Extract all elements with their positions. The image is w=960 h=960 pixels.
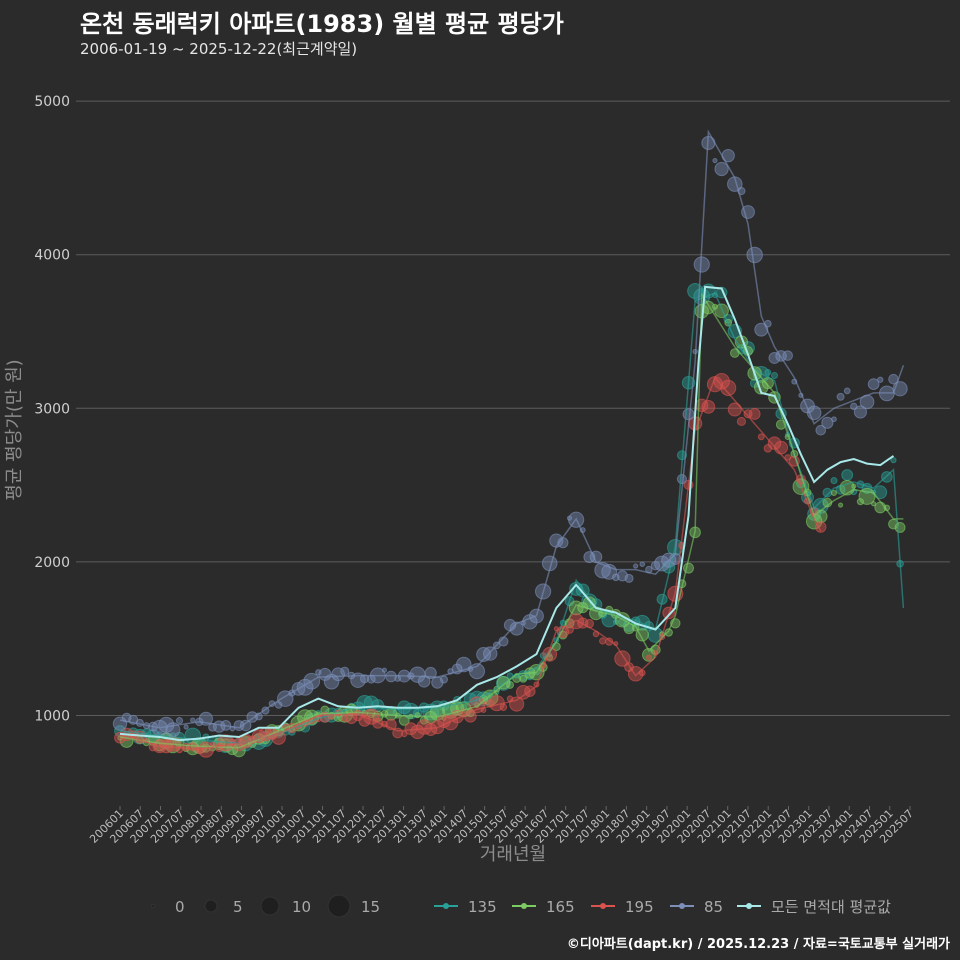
data-point-165 — [851, 483, 857, 489]
legend-marker-165 — [521, 903, 527, 909]
data-point-85 — [424, 666, 437, 680]
legend-label-85: 85 — [704, 898, 723, 916]
data-point-195 — [401, 730, 408, 738]
data-point-85 — [331, 667, 345, 682]
data-point-165 — [519, 674, 528, 683]
data-point-85 — [831, 416, 837, 423]
data-point-195 — [774, 440, 789, 455]
x-axis-label: 거래년월 — [480, 844, 546, 865]
series-line-모든 면적대 평균값 — [119, 285, 895, 742]
data-point-85 — [712, 157, 718, 164]
data-point-85 — [676, 473, 687, 485]
data-point-195 — [645, 654, 652, 661]
y-tick-label: 4000 — [34, 248, 70, 264]
size-legend-marker — [204, 899, 218, 913]
chart-title: 온천 동래럭키 아파트(1983) 월별 평균 평당가 — [80, 10, 564, 38]
source-caption: ©디아파트(dapt.kr) / 2025.12.23 / 자료=국토교통부 실… — [566, 937, 950, 952]
data-point-195 — [416, 719, 432, 735]
data-point-195 — [499, 703, 508, 712]
data-point-165 — [830, 489, 838, 496]
data-point-195 — [210, 741, 216, 747]
data-point-85 — [714, 161, 729, 177]
data-point-85 — [639, 561, 646, 568]
data-point-85 — [782, 350, 793, 361]
data-point-195 — [748, 408, 761, 420]
data-point-85 — [877, 376, 884, 383]
legend-marker-135 — [443, 903, 449, 909]
data-point-85 — [360, 674, 370, 684]
data-point-85 — [682, 408, 695, 421]
data-point-85 — [385, 670, 397, 683]
data-point-85 — [821, 416, 834, 429]
data-point-135 — [770, 371, 778, 379]
size-legend-label: 5 — [233, 898, 243, 916]
chart-subtitle: 2006-01-19 ~ 2025-12-22(최근계약일) — [80, 40, 358, 58]
data-point-85 — [815, 424, 827, 436]
legend-label-165: 165 — [546, 898, 575, 916]
data-point-85 — [624, 573, 634, 583]
data-point-195 — [720, 379, 737, 396]
legend-label-135: 135 — [468, 898, 497, 916]
data-point-85 — [183, 724, 189, 730]
data-point-195 — [815, 521, 827, 533]
data-point-85 — [746, 246, 763, 264]
legend-marker-85 — [679, 903, 685, 909]
data-point-165 — [506, 680, 515, 689]
size-legend-label: 10 — [292, 898, 311, 916]
y-tick-label: 5000 — [34, 94, 70, 110]
data-point-85 — [843, 387, 851, 395]
data-point-85 — [175, 717, 184, 725]
data-point-85 — [768, 351, 781, 364]
series-line-85 — [119, 129, 905, 729]
legend-label-195: 195 — [625, 898, 654, 916]
data-point-135 — [830, 477, 838, 485]
data-point-135 — [764, 368, 772, 376]
data-point-85 — [417, 675, 431, 688]
data-point-165 — [838, 502, 844, 508]
y-axis-label: 평균 평당가(만 원) — [4, 359, 25, 500]
data-point-85 — [190, 717, 196, 723]
data-point-85 — [239, 719, 252, 732]
data-point-135 — [890, 457, 897, 464]
size-legend-marker — [327, 894, 351, 918]
data-point-195 — [757, 433, 765, 441]
size-legend-marker — [151, 904, 155, 908]
data-point-85 — [439, 675, 448, 684]
legend-marker-모든 면적대 평균값 — [746, 903, 752, 909]
legend-marker-195 — [600, 903, 606, 909]
y-tick-label: 1000 — [34, 709, 70, 725]
size-legend-marker — [260, 896, 280, 916]
data-point-85 — [455, 656, 472, 673]
data-point-135 — [841, 469, 854, 481]
data-point-85 — [340, 666, 350, 676]
data-point-85 — [853, 405, 867, 419]
data-point-165 — [714, 303, 729, 319]
legend-label-모든 면적대 평균값: 모든 면적대 평균값 — [771, 898, 891, 916]
size-legend-label: 0 — [175, 898, 185, 916]
data-point-195 — [599, 637, 607, 645]
series-line-165 — [119, 292, 904, 749]
data-point-85 — [633, 563, 639, 569]
data-point-85 — [274, 701, 283, 709]
data-point-85 — [836, 392, 845, 401]
data-point-85 — [509, 621, 524, 636]
data-point-85 — [650, 561, 661, 571]
data-point-85 — [381, 667, 387, 673]
y-tick-label: 2000 — [34, 555, 70, 571]
data-point-195 — [727, 402, 742, 417]
data-point-165 — [894, 521, 906, 533]
data-point-85 — [350, 672, 366, 688]
data-point-85 — [482, 646, 498, 661]
data-point-165 — [664, 628, 673, 637]
size-legend-label: 15 — [361, 898, 380, 916]
data-point-195 — [568, 613, 585, 630]
data-point-85 — [867, 378, 880, 390]
y-tick-label: 3000 — [34, 401, 70, 417]
data-point-195 — [736, 416, 746, 427]
series-line-195 — [119, 376, 822, 751]
